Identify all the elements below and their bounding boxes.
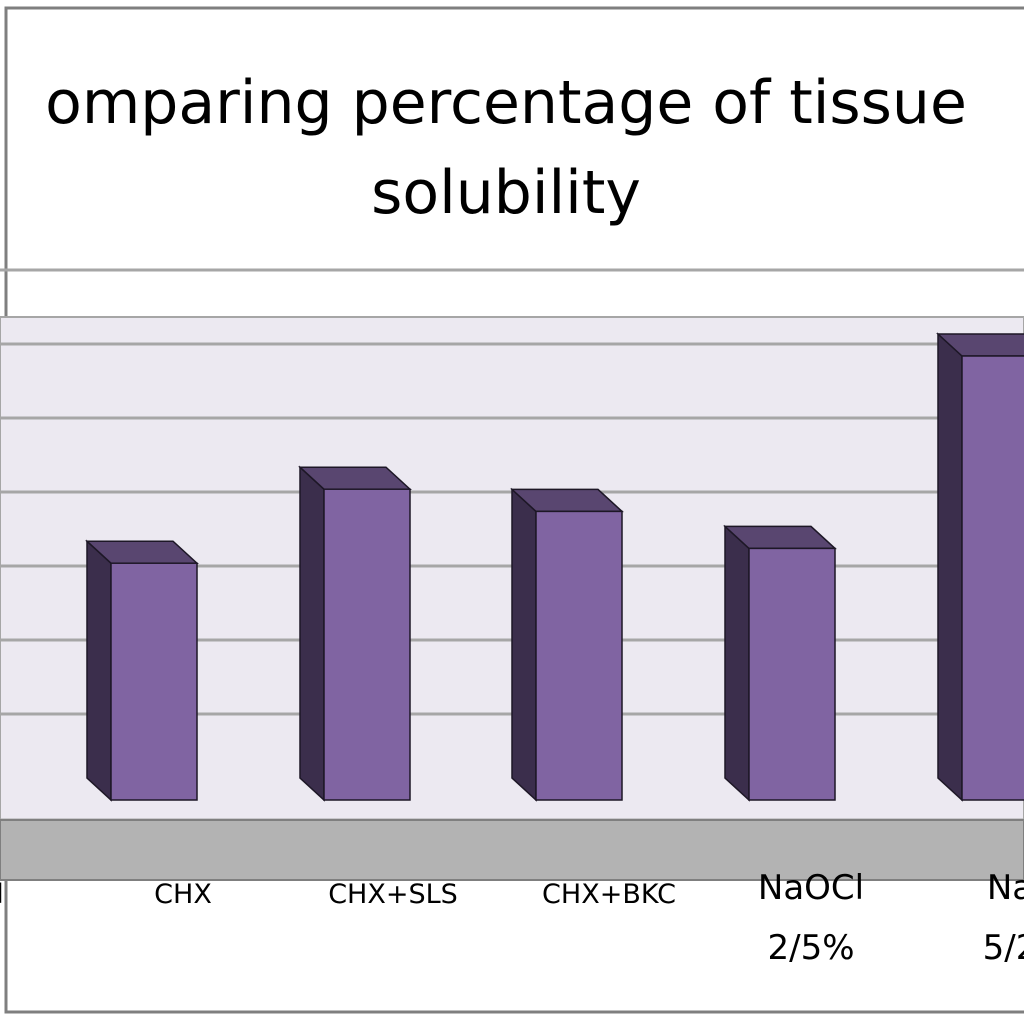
bar-front	[110, 562, 198, 801]
bar	[936, 332, 1024, 802]
category-labels: l CHX CHX+SLS CHX+BKC NaOCl 2/5% Na 5/2	[0, 868, 1024, 968]
category-label: CHX+SLS	[328, 879, 458, 910]
bar	[723, 524, 837, 802]
plot-floor	[0, 819, 1024, 881]
bar-side	[299, 465, 325, 802]
bar-side	[937, 332, 963, 802]
category-label: Na	[987, 868, 1024, 908]
bar-side	[511, 487, 537, 802]
bar	[85, 539, 199, 802]
category-label: NaOCl	[758, 868, 864, 908]
category-label: CHX	[154, 879, 212, 910]
chart-title-line-2: solubility	[371, 158, 641, 228]
plot-area: l CHX CHX+SLS CHX+BKC NaOCl 2/5% Na 5/2	[0, 268, 1024, 968]
category-label: l	[0, 879, 4, 910]
bar	[298, 465, 412, 802]
bar	[510, 487, 624, 802]
bar-front	[961, 355, 1024, 801]
bar-top	[936, 333, 1024, 357]
bar-front	[748, 547, 836, 801]
category-label-line-2: 5/2	[983, 928, 1024, 968]
bar-side	[86, 539, 112, 802]
bars	[85, 332, 1024, 802]
bar-side	[724, 524, 750, 802]
chart-title-line-1: omparing percentage of tissue	[45, 68, 967, 138]
bar-front	[323, 488, 411, 801]
bar-front	[535, 510, 623, 801]
category-label: CHX+BKC	[542, 879, 676, 910]
category-label-line-2: 2/5%	[767, 928, 854, 968]
